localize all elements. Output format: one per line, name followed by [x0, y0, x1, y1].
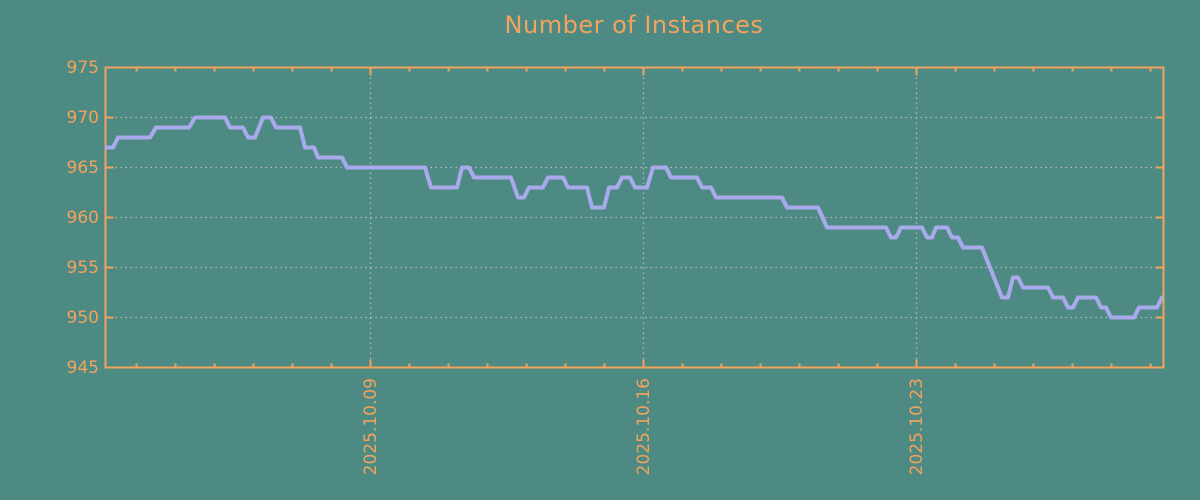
y-tick-label: 975 — [66, 57, 99, 78]
chart-title: Number of Instances — [504, 11, 764, 39]
data-line-instances — [105, 115, 1164, 320]
x-tick-label: 2025.10.23 — [906, 377, 927, 475]
y-tick-label: 965 — [66, 157, 99, 178]
y-tick-label: 970 — [66, 107, 99, 128]
x-tick-label: 2025.10.16 — [633, 377, 654, 475]
y-tick-label: 950 — [66, 307, 99, 328]
x-tick-label: 2025.10.09 — [360, 377, 381, 475]
y-tick-label: 955 — [66, 257, 99, 278]
y-tick-label: 960 — [66, 207, 99, 228]
plot-border — [104, 66, 1165, 369]
y-tick-label: 945 — [66, 357, 99, 378]
